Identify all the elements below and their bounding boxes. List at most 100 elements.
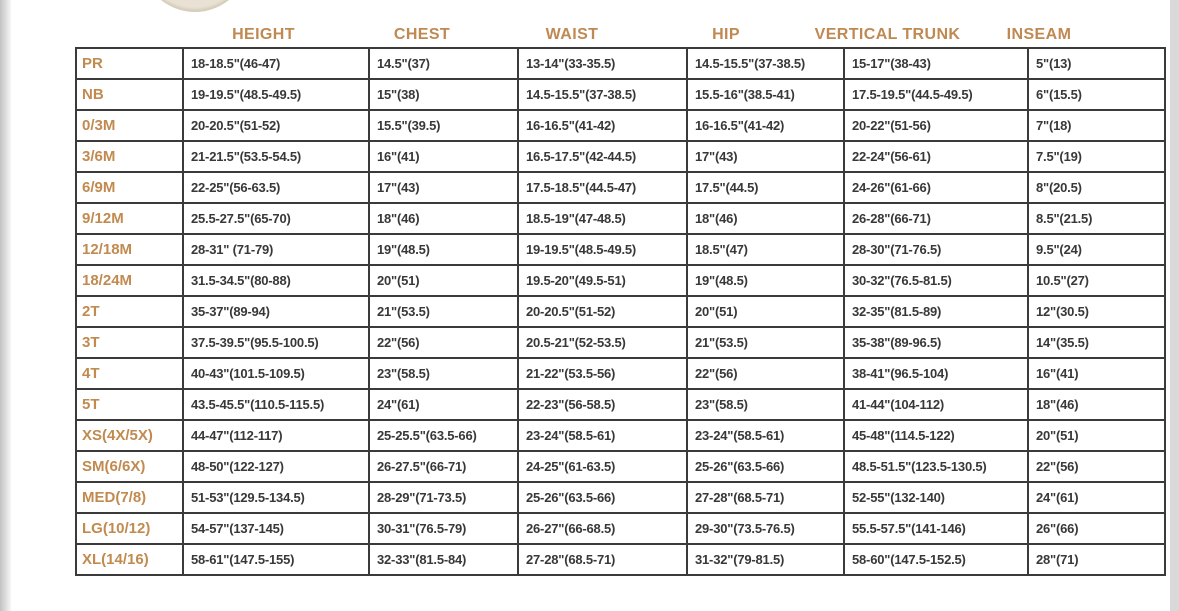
table-row: 4T 40-43"(101.5-109.5) 23"(58.5) 21-22"(53.… (75, 357, 1166, 390)
measurement-cell: 21-21.5"(53.5-54.5) (182, 140, 370, 173)
measurement-cell: 6"(15.5) (1027, 78, 1166, 111)
measurement-cell: 23-24"(58.5-61) (686, 419, 845, 452)
column-headers: HEIGHT CHEST WAIST HIP VERTICAL TRUNK INSEAM (75, 19, 1103, 45)
measurement-cell: 26-28"(66-71) (843, 202, 1029, 235)
measurement-cell: 32-33"(81.5-84) (368, 543, 519, 576)
table-row: 6/9M 22-25"(56-63.5) 17"(43) 17.5-18.5"(44.… (75, 171, 1166, 204)
measurement-cell: 16.5-17.5"(42-44.5) (517, 140, 688, 173)
measurement-cell: 22-24"(56-61) (843, 140, 1029, 173)
measurement-cell: 25.5-27.5"(65-70) (182, 202, 370, 235)
measurement-cell: 45-48"(114.5-122) (843, 419, 1029, 452)
size-label: 3/6M (75, 140, 184, 173)
measurement-cell: 31-32"(79-81.5) (686, 543, 845, 576)
size-label: SM(6/6X) (75, 450, 184, 483)
measurement-cell: 20.5-21"(52-53.5) (517, 326, 688, 359)
measurement-cell: 7.5"(19) (1027, 140, 1166, 173)
size-label: 9/12M (75, 202, 184, 235)
measurement-cell: 18"(46) (368, 202, 519, 235)
measurement-cell: 19.5-20"(49.5-51) (517, 264, 688, 297)
measurement-cell: 18.5-19"(47-48.5) (517, 202, 688, 235)
measurement-cell: 48-50"(122-127) (182, 450, 370, 483)
measurement-cell: 23-24"(58.5-61) (517, 419, 688, 452)
measurement-cell: 40-43"(101.5-109.5) (182, 357, 370, 390)
table-row: MED(7/8) 51-53"(129.5-134.5) 28-29"(71-73.… (75, 481, 1166, 514)
measurement-cell: 7"(18) (1027, 109, 1166, 142)
size-label: 12/18M (75, 233, 184, 266)
measurement-cell: 25-26"(63.5-66) (517, 481, 688, 514)
measurement-cell: 27-28"(68.5-71) (686, 481, 845, 514)
measurement-cell: 21"(53.5) (368, 295, 519, 328)
measurement-cell: 52-55"(132-140) (843, 481, 1029, 514)
table-row: PR 18-18.5"(46-47) 14.5"(37) 13-14"(33-35.5… (75, 47, 1166, 80)
measurement-cell: 48.5-51.5"(123.5-130.5) (843, 450, 1029, 483)
table-row: 9/12M 25.5-27.5"(65-70) 18"(46) 18.5-19"(47… (75, 202, 1166, 235)
measurement-cell: 14.5-15.5"(37-38.5) (517, 78, 688, 111)
table-row: 3T 37.5-39.5"(95.5-100.5) 22"(56) 20.5-21"(… (75, 326, 1166, 359)
measurement-cell: 18"(46) (1027, 388, 1166, 421)
measurement-cell: 25-26"(63.5-66) (686, 450, 845, 483)
measurement-cell: 32-35"(81.5-89) (843, 295, 1029, 328)
measurement-cell: 41-44"(104-112) (843, 388, 1029, 421)
size-label: MED(7/8) (75, 481, 184, 514)
measurement-cell: 16-16.5"(41-42) (686, 109, 845, 142)
size-label: 4T (75, 357, 184, 390)
size-label: 2T (75, 295, 184, 328)
measurement-cell: 30-32"(76.5-81.5) (843, 264, 1029, 297)
table-row: 12/18M 28-31" (71-79) 19"(48.5) 19-19.5"(48… (75, 233, 1166, 266)
measurement-cell: 28-31" (71-79) (182, 233, 370, 266)
measurement-cell: 22"(56) (368, 326, 519, 359)
measurement-cell: 8.5"(21.5) (1027, 202, 1166, 235)
measurement-cell: 24"(61) (1027, 481, 1166, 514)
measurement-cell: 23"(58.5) (368, 357, 519, 390)
measurement-cell: 58-61"(147.5-155) (182, 543, 370, 576)
measurement-cell: 17.5-18.5"(44.5-47) (517, 171, 688, 204)
measurement-cell: 18"(46) (686, 202, 845, 235)
table-row: 5T 43.5-45.5"(110.5-115.5) 24"(61) 22-23"(5… (75, 388, 1166, 421)
measurement-cell: 38-41"(96.5-104) (843, 357, 1029, 390)
measurement-cell: 18.5"(47) (686, 233, 845, 266)
measurement-cell: 20-20.5"(51-52) (517, 295, 688, 328)
measurement-cell: 10.5"(27) (1027, 264, 1166, 297)
size-table: PR 18-18.5"(46-47) 14.5"(37) 13-14"(33-35.5… (75, 47, 1166, 576)
measurement-cell: 14.5-15.5"(37-38.5) (686, 47, 845, 80)
measurement-cell: 16-16.5"(41-42) (517, 109, 688, 142)
measurement-cell: 31.5-34.5"(80-88) (182, 264, 370, 297)
measurement-cell: 22"(56) (686, 357, 845, 390)
measurement-cell: 26-27"(66-68.5) (517, 512, 688, 545)
measurement-cell: 35-38"(89-96.5) (843, 326, 1029, 359)
measurement-cell: 14"(35.5) (1027, 326, 1166, 359)
measurement-cell: 37.5-39.5"(95.5-100.5) (182, 326, 370, 359)
measurement-cell: 55.5-57.5"(141-146) (843, 512, 1029, 545)
measurement-cell: 8"(20.5) (1027, 171, 1166, 204)
measurement-cell: 17"(43) (368, 171, 519, 204)
measurement-cell: 23"(58.5) (686, 388, 845, 421)
measurement-cell: 54-57"(137-145) (182, 512, 370, 545)
measurement-cell: 30-31"(76.5-79) (368, 512, 519, 545)
measurement-cell: 16"(41) (1027, 357, 1166, 390)
size-label: 6/9M (75, 171, 184, 204)
measurement-cell: 28-29"(71-73.5) (368, 481, 519, 514)
measurement-cell: 25-25.5"(63.5-66) (368, 419, 519, 452)
measurement-cell: 51-53"(129.5-134.5) (182, 481, 370, 514)
measurement-cell: 15"(38) (368, 78, 519, 111)
measurement-cell: 44-47"(112-117) (182, 419, 370, 452)
size-label: LG(10/12) (75, 512, 184, 545)
size-label: 0/3M (75, 109, 184, 142)
column-header-size (75, 43, 175, 45)
measurement-cell: 22-23"(56-58.5) (517, 388, 688, 421)
table-row: XL(14/16) 58-61"(147.5-155) 32-33"(81.5-84… (75, 543, 1166, 576)
measurement-cell: 24-25"(61-63.5) (517, 450, 688, 483)
column-header-waist: WAIST (545, 26, 599, 43)
measurement-cell: 15.5-16"(38.5-41) (686, 78, 845, 111)
measurement-cell: 43.5-45.5"(110.5-115.5) (182, 388, 370, 421)
size-label: 3T (75, 326, 184, 359)
measurement-cell: 20"(51) (686, 295, 845, 328)
measurement-cell: 28-30"(71-76.5) (843, 233, 1029, 266)
measurement-cell: 26-27.5"(66-71) (368, 450, 519, 483)
measurement-cell: 17.5"(44.5) (686, 171, 845, 204)
measurement-cell: 12"(30.5) (1027, 295, 1166, 328)
column-header-vertical-trunk: VERTICAL TRUNK (814, 26, 961, 43)
measurement-cell: 22"(56) (1027, 450, 1166, 483)
measurement-cell: 24"(61) (368, 388, 519, 421)
size-label: NB (75, 78, 184, 111)
